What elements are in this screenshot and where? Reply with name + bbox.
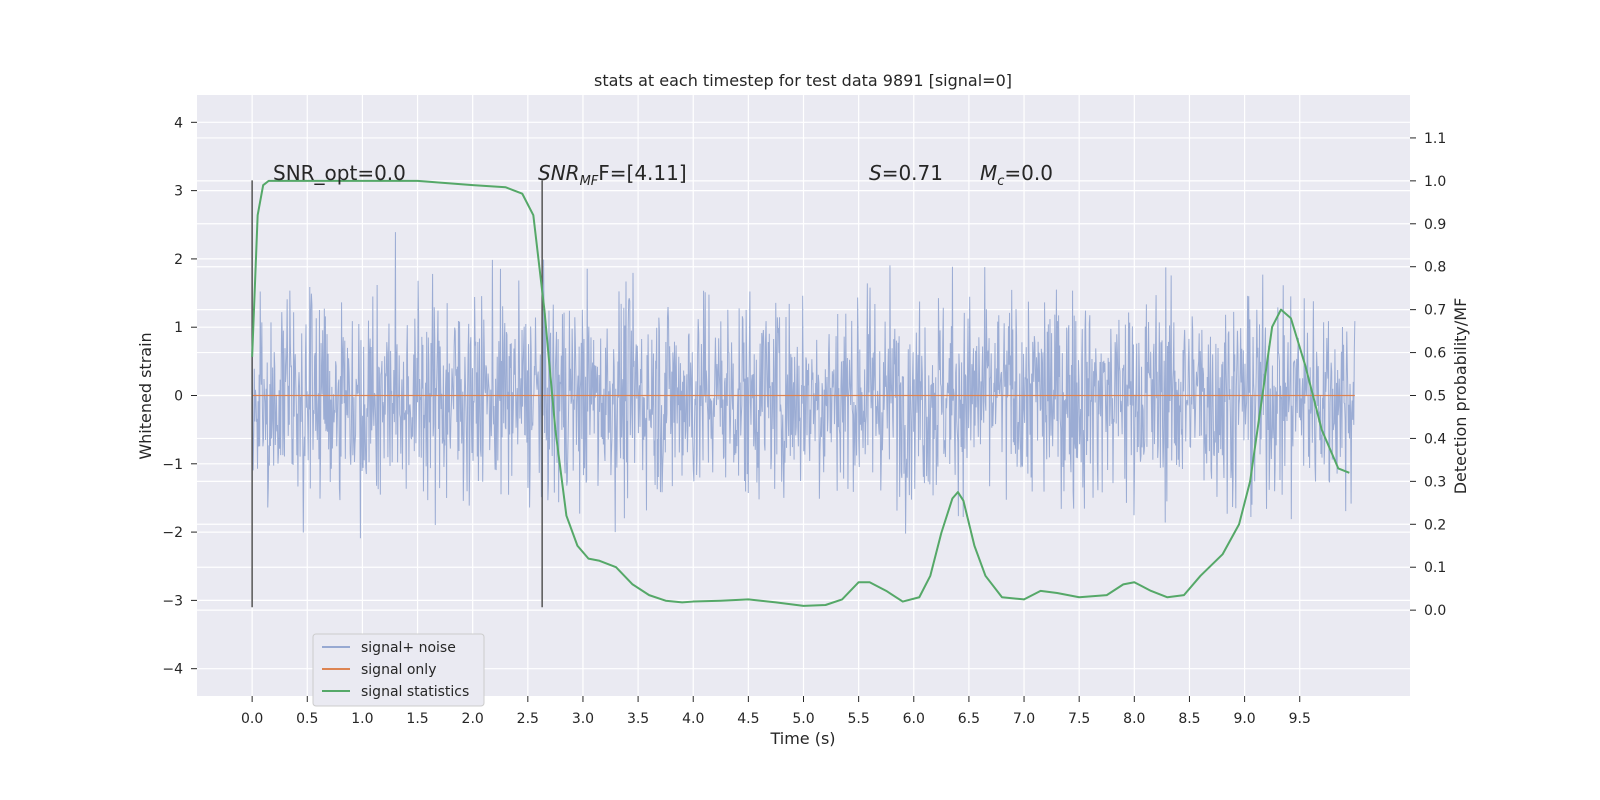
x-tick-label-13: 6.5 (958, 711, 980, 727)
x-tick-label-7: 3.5 (627, 711, 649, 727)
x-tick-label-15: 7.5 (1068, 711, 1090, 727)
y-left-tick-label-2: 2 (174, 252, 183, 268)
y-right-tick-label-6: 0.5 (1424, 389, 1446, 405)
chart-title: stats at each timestep for test data 989… (594, 71, 1012, 90)
legend-label-signal-only: signal only (361, 662, 436, 678)
x-tick-label-16: 8.0 (1123, 711, 1145, 727)
y-right-tick-label-5: 0.6 (1424, 346, 1446, 362)
x-tick-label-3: 1.5 (406, 711, 428, 727)
x-tick-label-5: 2.5 (517, 711, 539, 727)
annotation-mc: Mc=0.0 (980, 161, 1053, 189)
y-left-tick-label-8: −4 (162, 662, 183, 678)
legend: signal+ noise signal only signal statist… (312, 633, 485, 707)
y-left-tick-label-0: 4 (174, 115, 183, 131)
y-axis-right-label: Detection probability/MF (1451, 298, 1470, 495)
x-tick-label-12: 6.0 (903, 711, 925, 727)
series-signal-statistics (251, 179, 1350, 607)
series-signal-noise (251, 232, 1356, 539)
y-left-tick-label-5: −1 (162, 457, 183, 473)
noise-line (251, 232, 1356, 539)
x-tick-label-19: 9.5 (1289, 711, 1311, 727)
y-right-tick-label-0: 1.1 (1424, 131, 1446, 147)
x-axis-ticks: 0.0 0.5 1.0 1.5 2.0 2.5 3.0 3.5 4.0 4.5 5.0 5.5 6.0 6… (241, 696, 1311, 727)
y-axis-right-ticks: 1.1 1.0 0.9 0.8 0.7 0.6 0.5 0.4 0.3 0.2 0.1 0.0 (1410, 131, 1446, 619)
y-left-tick-label-7: −3 (162, 593, 183, 609)
x-tick-label-2: 1.0 (351, 711, 373, 727)
annotation-snr-mf: SNRMFF=[4.11] (538, 161, 687, 189)
x-tick-label-17: 8.5 (1178, 711, 1200, 727)
statistics-line (251, 179, 1350, 607)
y-right-tick-label-11: 0.0 (1424, 603, 1446, 619)
y-right-tick-label-2: 0.9 (1424, 217, 1446, 233)
legend-box (312, 633, 485, 707)
y-right-tick-label-1: 1.0 (1424, 174, 1446, 190)
x-tick-label-10: 5.0 (792, 711, 814, 727)
y-left-tick-label-1: 3 (174, 184, 183, 200)
x-tick-label-11: 5.5 (848, 711, 870, 727)
y-right-tick-label-8: 0.3 (1424, 474, 1446, 490)
y-left-tick-label-3: 1 (174, 320, 183, 336)
y-axis-left-label: Whitened strain (136, 332, 155, 459)
y-left-tick-label-4: 0 (174, 389, 183, 405)
y-axis-left-ticks: 4 3 2 1 0 −1 −2 −3 −4 (162, 115, 197, 678)
x-tick-label-0: 0.0 (241, 711, 263, 727)
x-tick-label-18: 9.0 (1233, 711, 1255, 727)
y-right-tick-label-9: 0.2 (1424, 517, 1446, 533)
x-axis-label: Time (s) (769, 729, 835, 748)
legend-label-signal-statistics: signal statistics (361, 684, 469, 700)
y-right-tick-label-7: 0.4 (1424, 431, 1446, 447)
y-right-tick-label-10: 0.1 (1424, 560, 1446, 576)
y-right-tick-label-4: 0.7 (1424, 303, 1446, 319)
x-tick-label-1: 0.5 (296, 711, 318, 727)
annotation-s: S=0.71 (869, 161, 943, 185)
annotations: SNR_opt=0.0 SNRMFF=[4.11] S=0.71 Mc=0.0 (273, 161, 1053, 189)
x-tick-label-6: 3.0 (572, 711, 594, 727)
x-tick-label-4: 2.0 (462, 711, 484, 727)
y-right-tick-label-3: 0.8 (1424, 260, 1446, 276)
y-left-tick-label-6: −2 (162, 525, 183, 541)
x-tick-label-9: 4.5 (737, 711, 759, 727)
x-tick-label-14: 7.0 (1013, 711, 1035, 727)
vertical-markers (251, 180, 543, 608)
x-tick-label-8: 4.0 (682, 711, 704, 727)
legend-label-signal-noise: signal+ noise (361, 640, 456, 656)
annotation-snr-opt: SNR_opt=0.0 (273, 161, 406, 185)
